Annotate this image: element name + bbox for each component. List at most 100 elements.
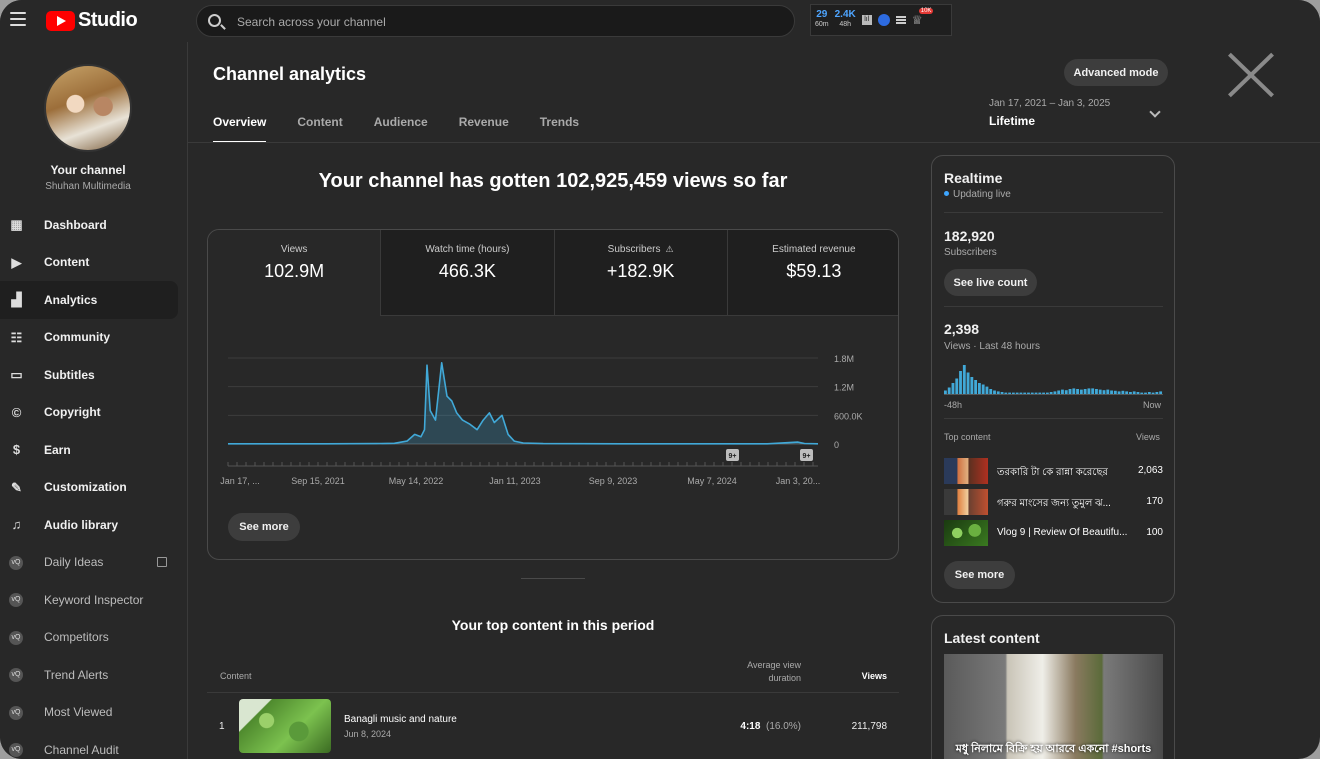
video-date: Jun 8, 2024: [344, 729, 392, 739]
sidebar-item-customization[interactable]: ✎ Customization: [0, 469, 188, 507]
views-chart[interactable]: 0 600.0K 1.2M 1.8M 9+ 9+ Jan 17, ... Sep 15, 20…: [220, 340, 892, 490]
sidebar-item-competitors[interactable]: vQ Competitors: [0, 619, 188, 657]
sidebar-item-label: Earn: [44, 442, 71, 457]
external-link-icon: [157, 556, 167, 567]
warning-icon[interactable]: ⚠: [665, 244, 674, 254]
realtime-card: Realtime Updating live 182,920 Subscribe…: [931, 155, 1175, 603]
see-live-count-button[interactable]: See live count: [944, 269, 1037, 296]
realtime-bar: [989, 389, 993, 395]
sidebar-item-most-viewed[interactable]: vQ Most Viewed: [0, 694, 188, 732]
sidebar-item-trend-alerts[interactable]: vQ Trend Alerts: [0, 656, 188, 694]
realtime-views-bars[interactable]: [944, 361, 1163, 395]
your-channel-label: Your channel: [50, 163, 126, 177]
realtime-48h-stat[interactable]: 2.4K 48h: [835, 10, 856, 30]
col-avd-header[interactable]: Average view duration: [747, 660, 801, 683]
sidebar-item-keyword-inspector[interactable]: vQ Keyword Inspector: [0, 581, 188, 619]
realtime-bar: [959, 371, 962, 395]
latest-content-card: Latest content মধু নিলামে বিক্রি হয় আরব…: [931, 615, 1175, 759]
sidebar-item-label: Trend Alerts: [44, 667, 109, 682]
search-bar[interactable]: [196, 5, 795, 37]
video-title: Vlog 9 | Review Of Beautifu...: [997, 527, 1128, 538]
realtime-bar: [944, 390, 947, 395]
date-range-picker[interactable]: Jan 17, 2021 – Jan 3, 2025 Lifetime: [989, 98, 1110, 128]
realtime-60m-stat[interactable]: 29 60m: [815, 10, 829, 30]
divider: [944, 212, 1163, 213]
vidiq-logo-icon[interactable]: [877, 14, 890, 26]
close-icon[interactable]: [1226, 51, 1276, 99]
metric-subscribers[interactable]: Subscribers ⚠ +182.9K: [554, 230, 728, 316]
metric-views[interactable]: Views 102.9M: [208, 230, 382, 316]
video-title: তরকারি টা কে রান্না করেছের: [997, 467, 1108, 478]
advanced-mode-button[interactable]: Advanced mode: [1064, 59, 1168, 86]
realtime-bar: [1045, 392, 1049, 395]
realtime-bar: [1147, 392, 1151, 395]
header-divider: [188, 142, 1320, 143]
menu-icon[interactable]: [10, 12, 26, 26]
divider: [944, 418, 1163, 419]
realtime-see-more-button[interactable]: See more: [944, 561, 1015, 589]
sidebar-item-copyright[interactable]: © Copyright: [0, 394, 188, 432]
tab-content[interactable]: Content: [297, 115, 343, 129]
sidebar-nav: ▦ Dashboard ▶ Content ▟ Analytics ☷ Comm…: [0, 206, 188, 759]
metric-label: Estimated revenue: [772, 244, 856, 255]
realtime-bar: [1030, 392, 1034, 395]
see-more-button[interactable]: See more: [228, 513, 300, 541]
x-tick-label: Jan 3, 20...: [776, 476, 821, 486]
chevron-down-icon[interactable]: [1149, 106, 1161, 118]
list-item[interactable]: Vlog 9 | Review Of Beautifu... 100: [944, 520, 1163, 546]
video-title[interactable]: Banagli music and nature: [344, 714, 457, 725]
realtime-bar: [966, 372, 970, 395]
sidebar-item-subtitles[interactable]: ▭ Subtitles: [0, 356, 188, 394]
tab-trends[interactable]: Trends: [539, 115, 580, 129]
sidebar-item-audio-library[interactable]: ♫ Audio library: [0, 506, 188, 544]
realtime-bar: [1034, 392, 1038, 395]
sidebar-item-content[interactable]: ▶ Content: [0, 244, 188, 282]
date-range-text: Jan 17, 2021 – Jan 3, 2025: [989, 98, 1111, 109]
metric-revenue[interactable]: Estimated revenue $59.13: [727, 230, 898, 316]
sidebar-item-community[interactable]: ☷ Community: [0, 319, 188, 357]
chart-toggle-icon[interactable]: lıl: [861, 15, 872, 25]
col-views-header[interactable]: Views: [861, 671, 887, 681]
sidebar-item-channel-audit[interactable]: vQ Channel Audit: [0, 731, 188, 759]
realtime-bar: [1027, 392, 1030, 395]
tab-revenue[interactable]: Revenue: [458, 115, 509, 129]
latest-video-caption[interactable]: মধু নিলামে বিক্রি হয় আরবে একনো #shorts: [955, 743, 1152, 755]
sidebar-item-daily-ideas[interactable]: vQ Daily Ideas: [0, 544, 188, 582]
trophy-icon[interactable]: ♕ 10K: [911, 8, 934, 27]
metric-watch-time[interactable]: Watch time (hours) 466.3K: [381, 230, 555, 316]
sidebar-item-earn[interactable]: $ Earn: [0, 431, 188, 469]
channel-avatar[interactable]: [44, 64, 132, 152]
realtime-bar: [1159, 391, 1163, 395]
x-tick-label: Jan 11, 2023: [489, 476, 540, 486]
realtime-bar: [974, 380, 978, 395]
latest-video-thumbnail[interactable]: [944, 654, 1163, 759]
metric-label: Subscribers: [607, 244, 661, 255]
realtime-bar: [1004, 392, 1008, 395]
sidebar-item-analytics[interactable]: ▟ Analytics: [0, 281, 178, 319]
extension-menu-icon[interactable]: [895, 16, 906, 24]
realtime-bar: [947, 387, 951, 395]
top-bar: Studio 29 60m 2.4K 48h lıl ♕10K: [0, 0, 1320, 42]
views-headline: Your channel has gotten 102,925,459 view…: [318, 170, 788, 192]
sidebar-item-label: Dashboard: [44, 217, 107, 232]
video-avd: 4:18 (16.0%): [727, 721, 801, 732]
tab-overview[interactable]: Overview: [213, 115, 267, 143]
realtime-bar: [1083, 389, 1087, 395]
sidebar-item-dashboard[interactable]: ▦ Dashboard: [0, 206, 188, 244]
list-item[interactable]: তরকারি টা কে রান্না করেছের 2,063: [944, 458, 1163, 484]
video-thumbnail[interactable]: [239, 699, 331, 753]
x-tick-label: May 7, 2024: [687, 476, 737, 486]
realtime-bar: [1053, 391, 1057, 395]
channel-name: Shuhan Multimedia: [45, 181, 131, 192]
video-title: গরুর মাংসের জন্য তুমুল ঝ...: [997, 498, 1111, 509]
views-series-line: [228, 362, 819, 445]
realtime-bar: [1068, 389, 1072, 395]
col-content-header: Content: [220, 671, 252, 681]
search-icon[interactable]: [208, 14, 221, 27]
search-input[interactable]: [237, 13, 777, 30]
tab-audience[interactable]: Audience: [373, 115, 428, 129]
table-row[interactable]: 1 Banagli music and nature Jun 8, 2024 4…: [207, 697, 899, 757]
realtime-bar: [1117, 391, 1121, 395]
list-item[interactable]: গরুর মাংসের জন্য তুমুল ঝ... 170: [944, 489, 1163, 515]
studio-logo[interactable]: Studio: [46, 9, 138, 32]
